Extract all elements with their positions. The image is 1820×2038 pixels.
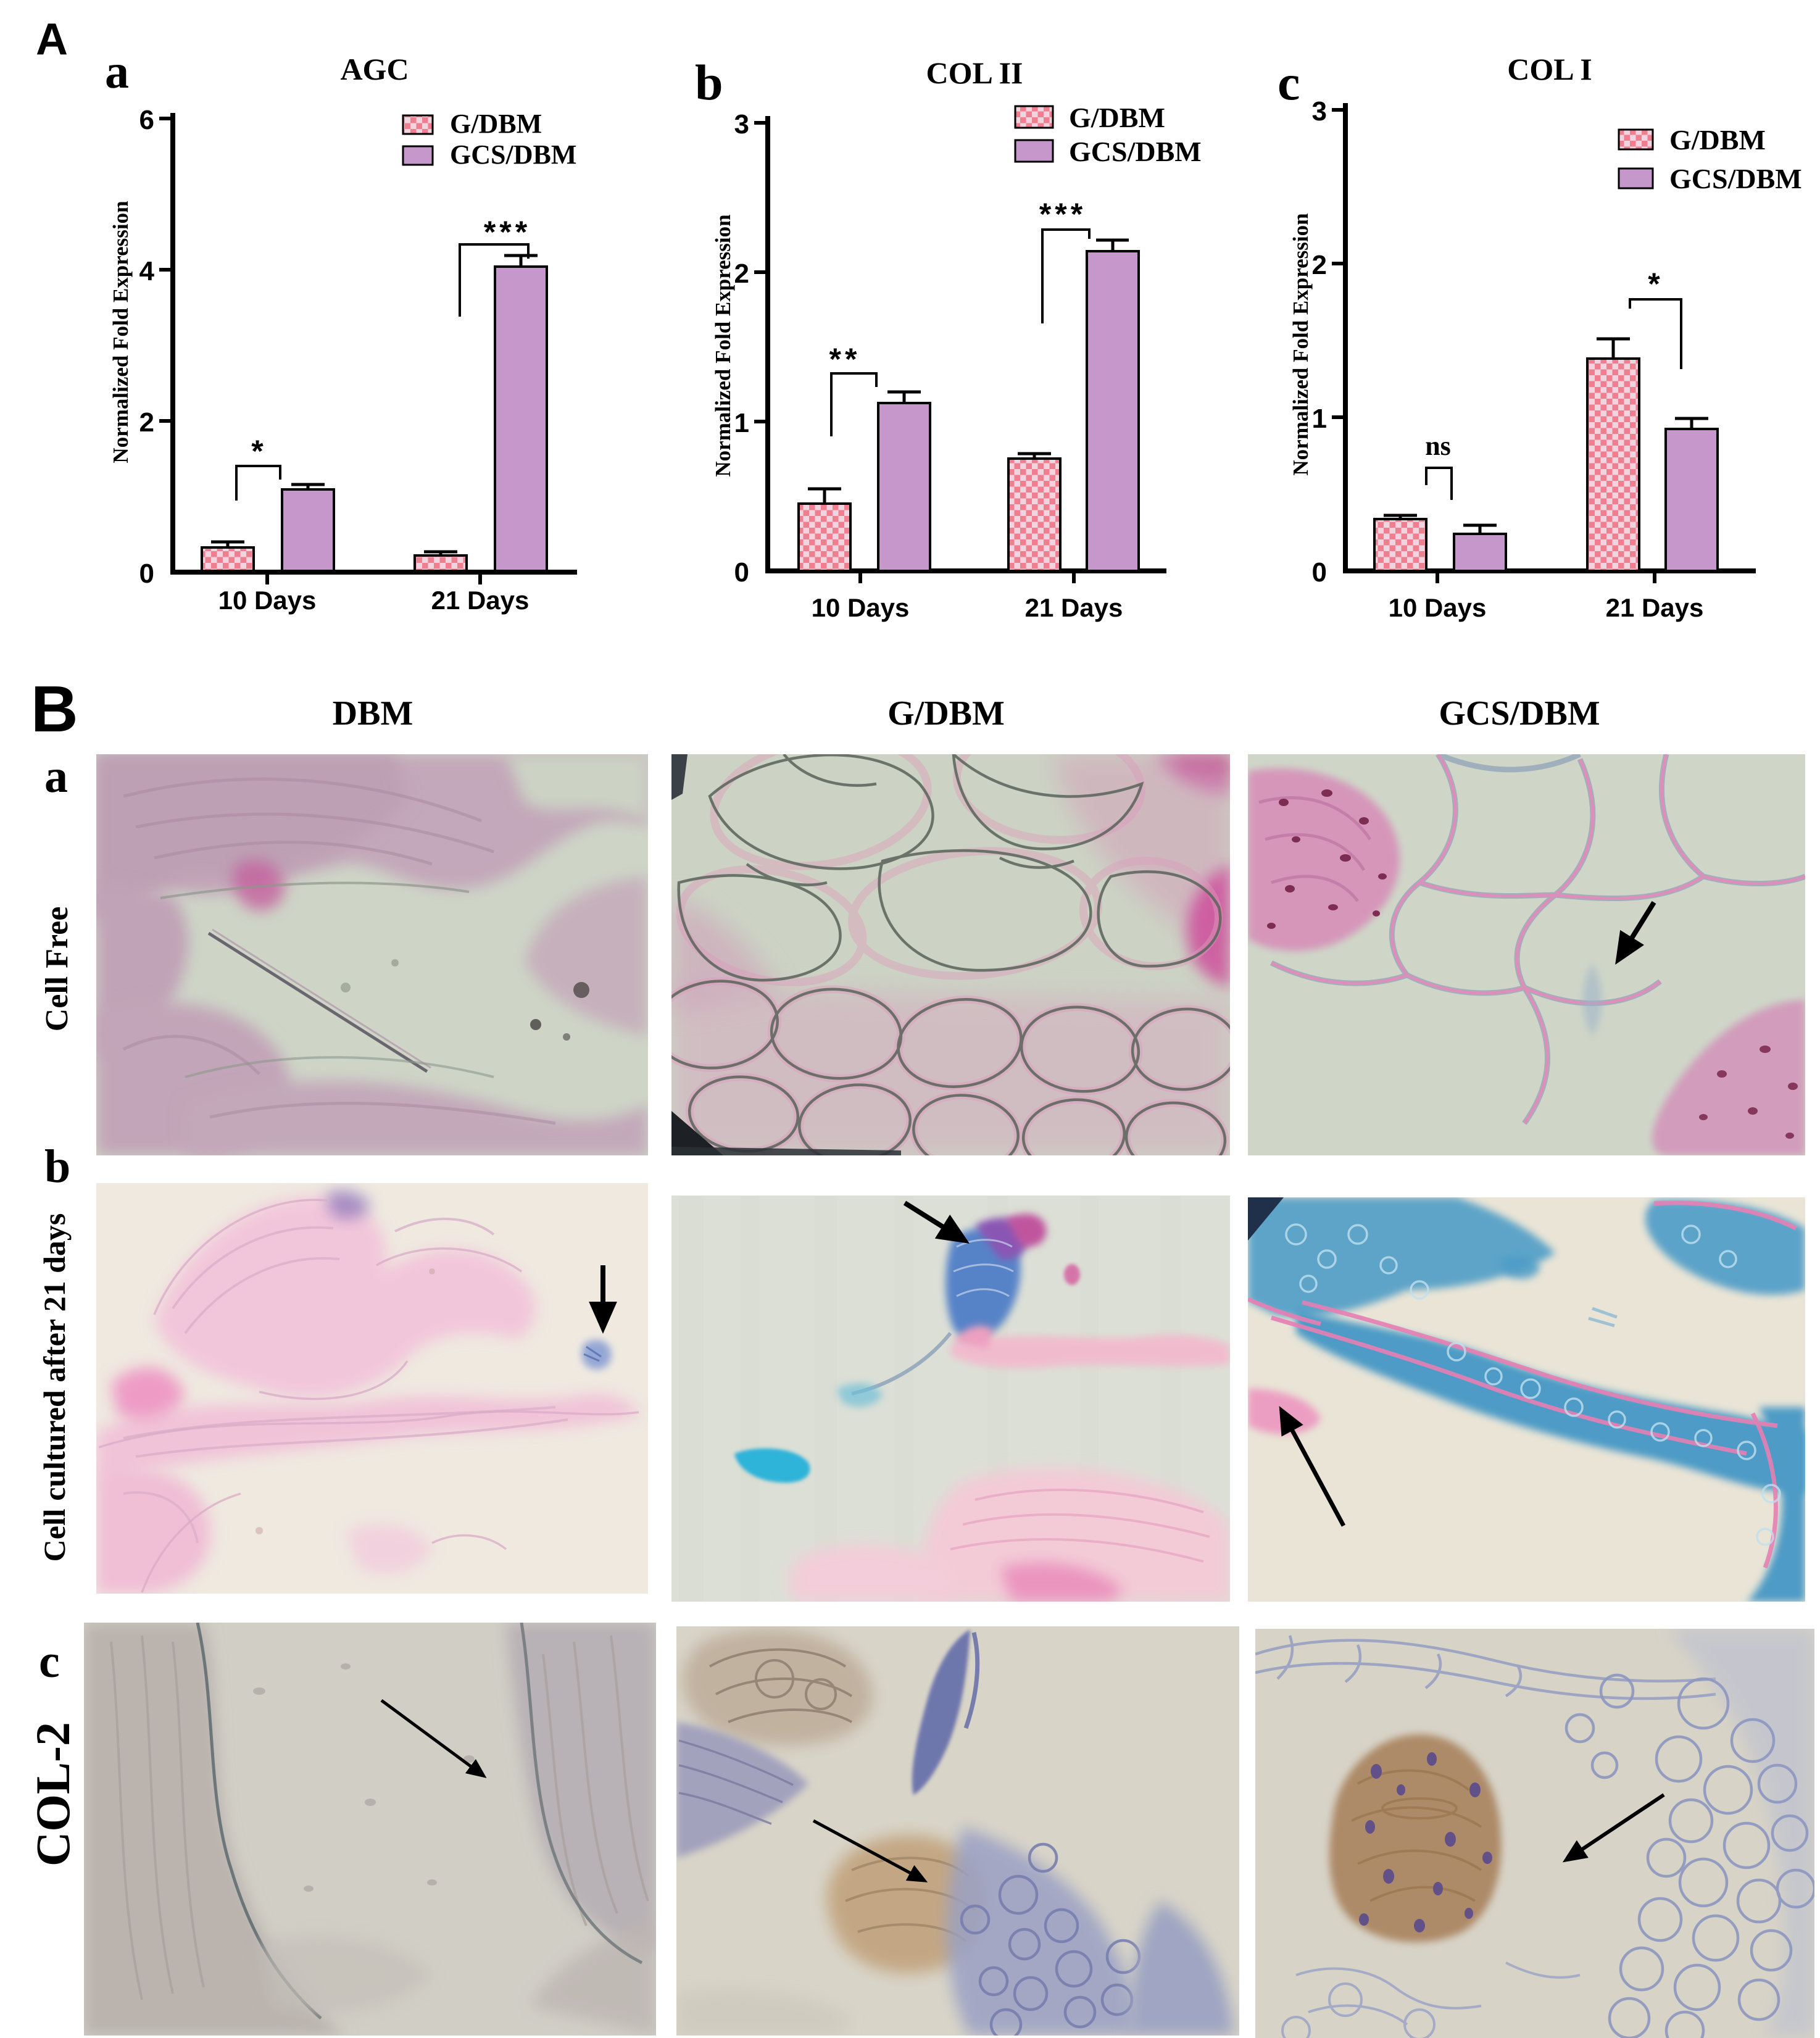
svg-text:21 Days: 21 Days xyxy=(1606,593,1704,622)
svg-text:G/DBM: G/DBM xyxy=(1669,124,1766,156)
svg-text:2: 2 xyxy=(1312,250,1327,280)
svg-text:21 Days: 21 Days xyxy=(431,586,530,615)
svg-text:A: A xyxy=(36,15,68,64)
svg-text:2: 2 xyxy=(734,259,749,289)
svg-text:4: 4 xyxy=(139,256,155,286)
svg-text:AGC: AGC xyxy=(340,52,409,86)
svg-text:DBM: DBM xyxy=(333,694,413,733)
svg-text:G/DBM: G/DBM xyxy=(450,109,542,139)
svg-text:3: 3 xyxy=(1312,96,1327,127)
svg-text:Normalized Fold Expression: Normalized Fold Expression xyxy=(1289,213,1313,475)
svg-text:B: B xyxy=(31,673,78,746)
svg-text:ns: ns xyxy=(1425,431,1451,461)
svg-text:0: 0 xyxy=(139,559,154,589)
svg-text:1: 1 xyxy=(734,408,749,438)
svg-text:*: * xyxy=(1648,267,1660,301)
svg-text:3: 3 xyxy=(734,109,749,139)
svg-text:Normalized Fold Expression: Normalized Fold Expression xyxy=(711,214,735,476)
svg-text:a: a xyxy=(44,751,68,802)
svg-text:21 Days: 21 Days xyxy=(1025,593,1123,622)
svg-text:0: 0 xyxy=(1312,557,1327,588)
svg-text:GCS/DBM: GCS/DBM xyxy=(1669,163,1802,194)
svg-text:10 Days: 10 Days xyxy=(812,593,910,622)
svg-text:c: c xyxy=(1278,54,1300,110)
svg-text:b: b xyxy=(44,1141,70,1192)
svg-text:c: c xyxy=(39,1636,60,1687)
svg-text:COL-2: COL-2 xyxy=(26,1722,80,1866)
svg-text:GCS/DBM: GCS/DBM xyxy=(450,139,576,170)
svg-text:Cell Free: Cell Free xyxy=(39,907,75,1032)
svg-text:Normalized Fold Expression: Normalized Fold Expression xyxy=(109,201,133,463)
svg-text:***: *** xyxy=(1039,197,1086,231)
svg-text:**: ** xyxy=(829,342,861,376)
svg-text:COL II: COL II xyxy=(926,56,1023,90)
svg-text:GCS/DBM: GCS/DBM xyxy=(1069,136,1202,167)
svg-text:Cell cultured after 21 days: Cell cultured after 21 days xyxy=(37,1213,72,1562)
svg-text:10 Days: 10 Days xyxy=(1389,593,1487,622)
svg-text:b: b xyxy=(695,54,723,110)
svg-text:COL I: COL I xyxy=(1507,52,1592,86)
svg-text:G/DBM: G/DBM xyxy=(887,694,1005,733)
svg-text:1: 1 xyxy=(1312,404,1327,434)
svg-text:a: a xyxy=(105,44,129,98)
svg-text:10 Days: 10 Days xyxy=(218,586,317,615)
svg-text:0: 0 xyxy=(734,557,749,588)
svg-text:6: 6 xyxy=(139,105,154,135)
svg-text:GCS/DBM: GCS/DBM xyxy=(1439,694,1600,733)
svg-text:*: * xyxy=(251,434,264,468)
svg-text:***: *** xyxy=(484,215,531,249)
svg-text:2: 2 xyxy=(139,407,154,438)
svg-text:G/DBM: G/DBM xyxy=(1069,102,1165,133)
